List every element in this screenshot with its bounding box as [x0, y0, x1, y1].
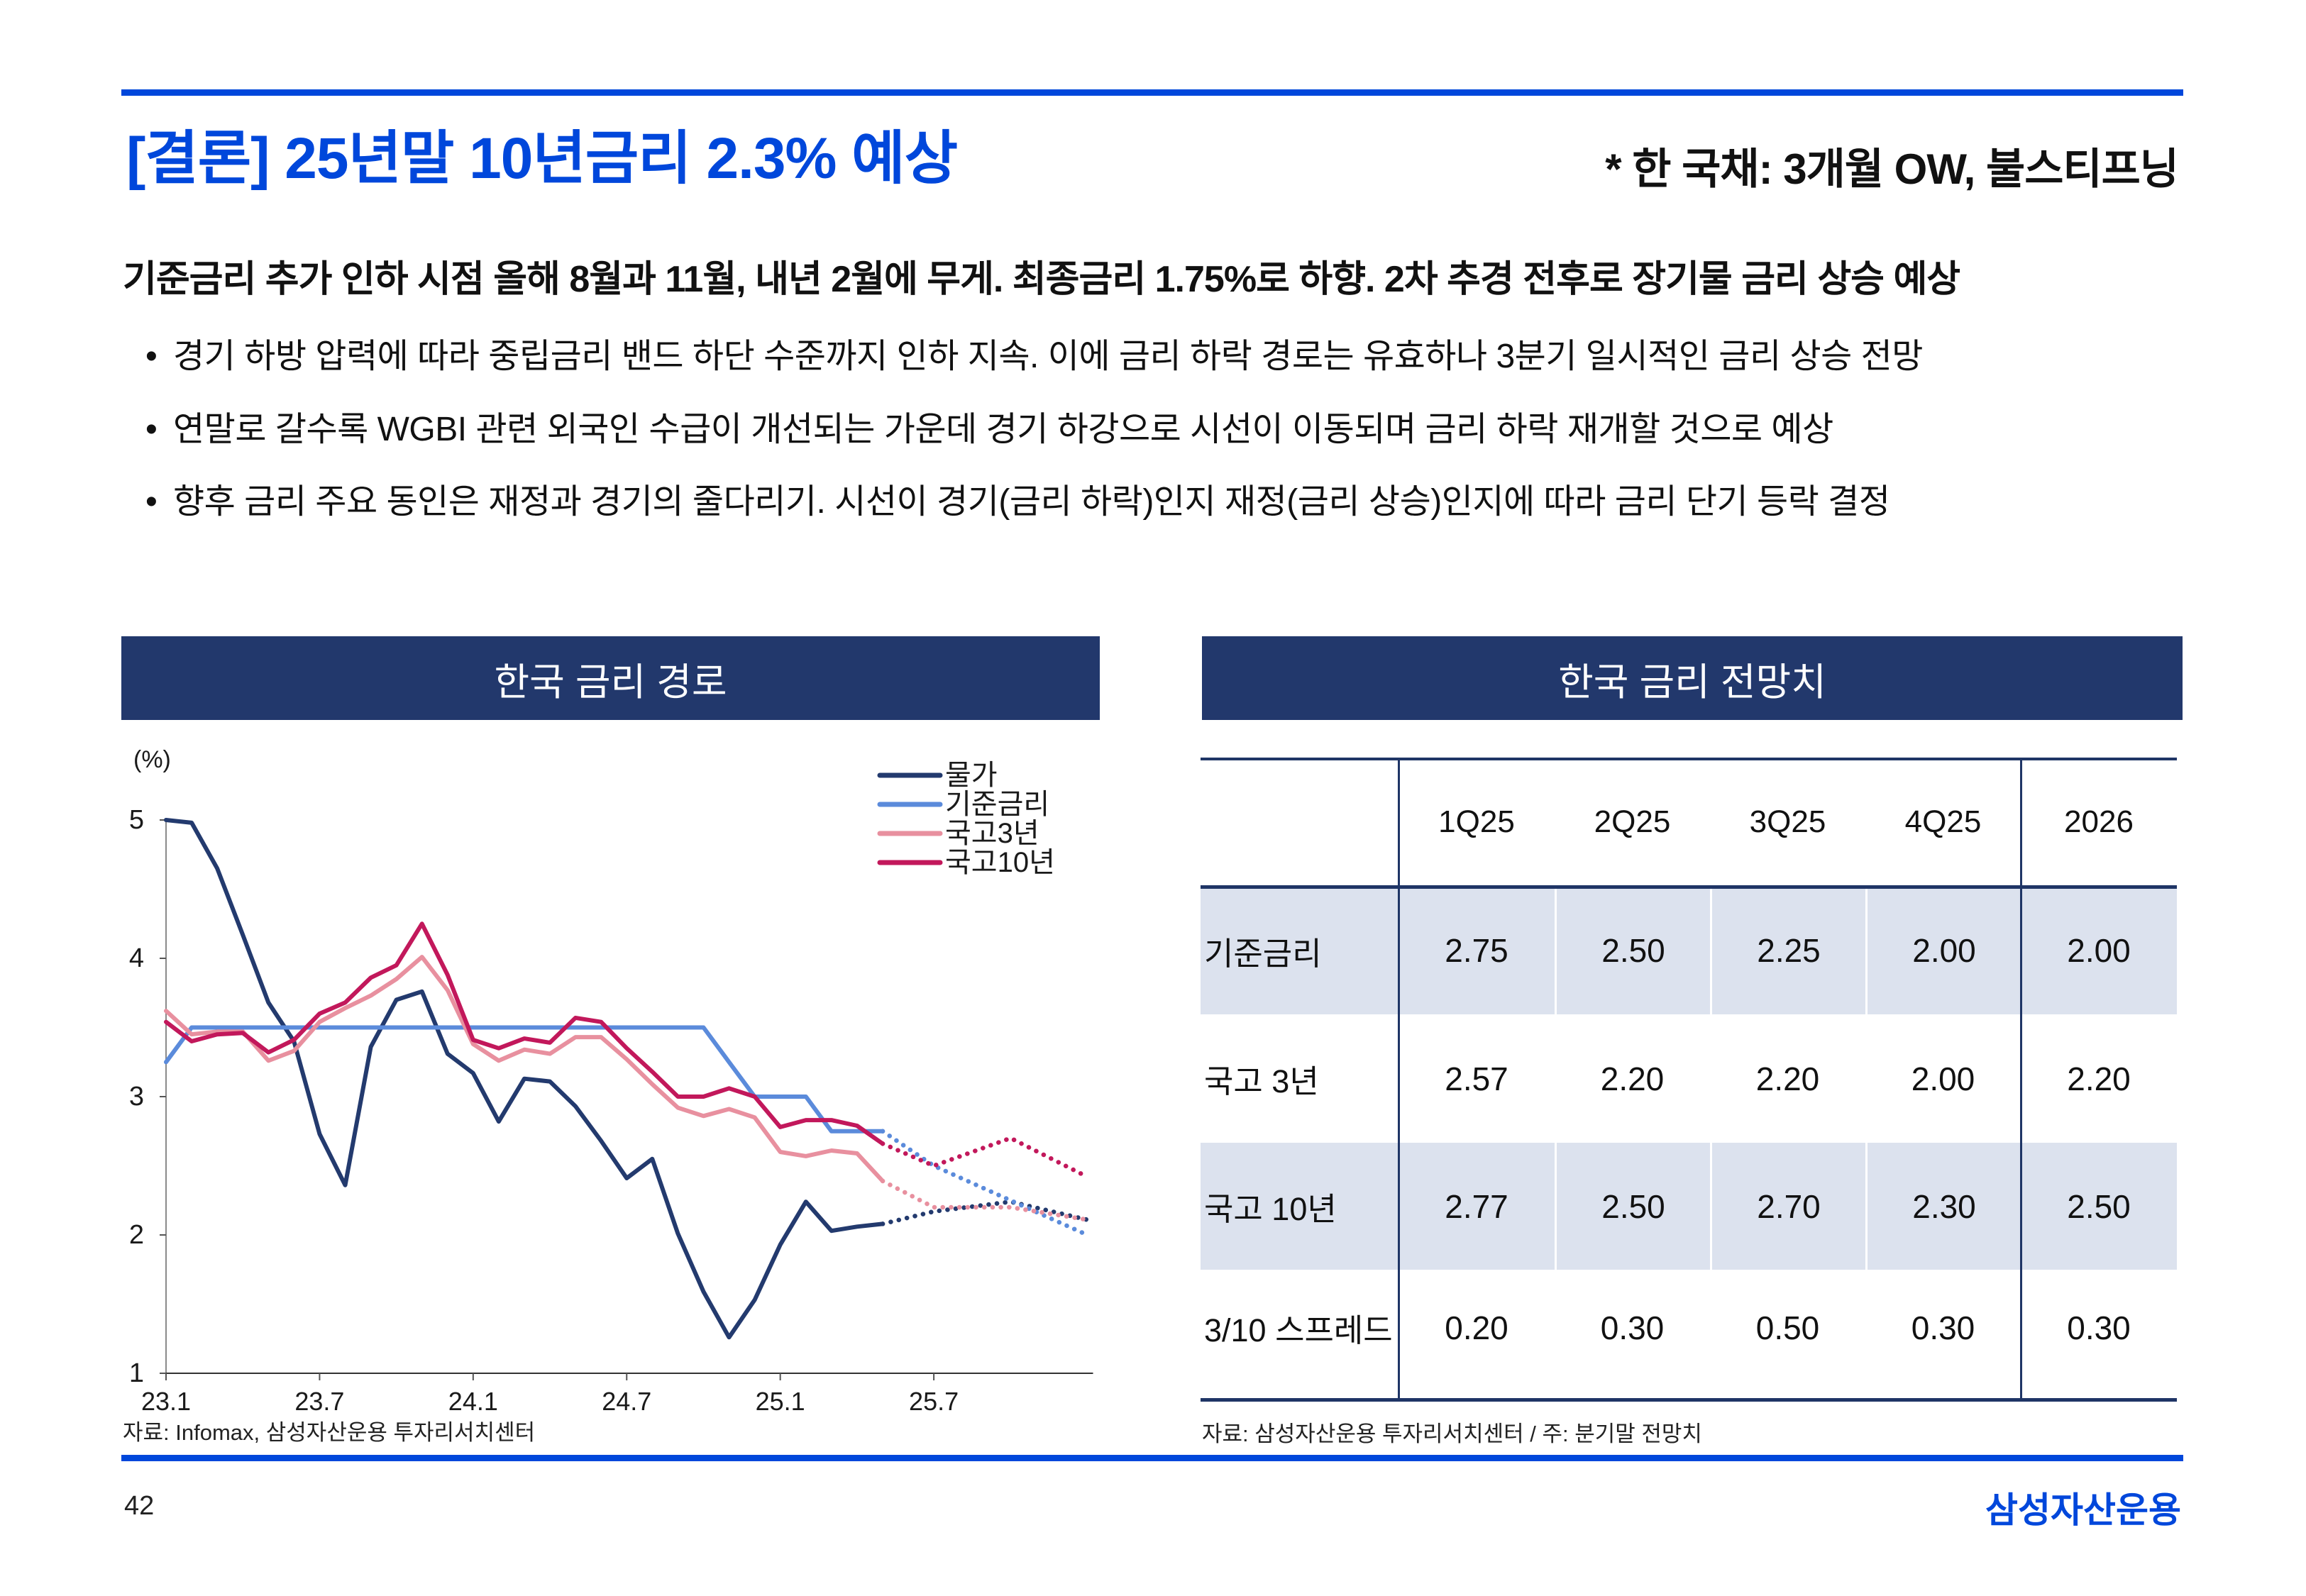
table-header-4q25: 4Q25	[1904, 804, 1982, 839]
table-cell: 2.70	[1710, 1143, 1865, 1270]
bullet-text: 연말로 갈수록 WGBI 관련 외국인 수급이 개선되는 가운데 경기 하강으로…	[173, 411, 1833, 448]
table-cell: 2.50	[1555, 1143, 1710, 1270]
table-cell: 2.57	[1445, 1060, 1508, 1097]
x-tick-label: 25.7	[909, 1387, 959, 1416]
table-header-2q25: 2Q25	[1594, 804, 1671, 839]
table-cell: 2.77	[1399, 1143, 1555, 1270]
page-number: 42	[124, 1491, 155, 1521]
table-cell: 2.00	[1865, 887, 2021, 1014]
table-cell: 2.25	[1710, 887, 1865, 1014]
table-cell: 2.20	[1755, 1060, 1820, 1097]
series-line-cpi	[164, 818, 885, 1340]
bottom-rule	[121, 1455, 2183, 1461]
chart-panel-title: 한국 금리 경로	[494, 660, 727, 704]
table-cell: 0.20	[1445, 1309, 1508, 1346]
table-header-2026: 2026	[2064, 804, 2134, 839]
table-cell: 0.50	[1755, 1309, 1820, 1346]
bullet-item: • 향후 금리 주요 동인은 재정과 경기의 줄다리기. 시선이 경기(금리 하…	[145, 480, 1890, 525]
summary-headline: 기준금리 추가 인하 시점 올해 8월과 11월, 내년 2월에 무게. 최종금…	[123, 259, 1960, 300]
y-tick-label: 3	[129, 1082, 144, 1112]
y-tick-label: 1	[129, 1358, 144, 1388]
table-row-label: 기준금리	[1201, 887, 1399, 1014]
forecast-line-ktb-10y	[880, 1135, 1090, 1180]
bullet-item: • 연말로 갈수록 WGBI 관련 외국인 수급이 개선되는 가운데 경기 하강…	[145, 407, 1833, 453]
y-tick-label: 5	[129, 805, 144, 835]
forecast-table: 1Q25 2Q25 3Q25 4Q25 2026 기준금리 2.75 2.50 …	[1201, 758, 2177, 1402]
x-tick-label: 24.1	[448, 1387, 498, 1416]
x-tick-label: 23.1	[141, 1387, 191, 1416]
legend-item-ktb-10y: 국고10년	[877, 847, 1055, 878]
table-cell: 0.30	[1911, 1309, 1975, 1346]
brand-logo: 삼성자산운용	[1985, 1490, 2181, 1530]
page-title: [결론] 25년말 10년금리 2.3% 예상	[126, 126, 958, 191]
table-header-1q25: 1Q25	[1438, 804, 1515, 839]
table-header-corner	[1201, 758, 1399, 887]
table-cell: 2.20	[1600, 1060, 1665, 1097]
table-cell: 2.20	[2067, 1060, 2131, 1097]
y-tick-label: 2	[129, 1220, 144, 1250]
table-header-3q25: 3Q25	[1749, 804, 1826, 839]
view-tagline: * 한 국채: 3개월 OW, 불스티프닝	[1605, 145, 2179, 193]
x-tick-label: 24.7	[602, 1387, 651, 1416]
bullet-icon: •	[145, 483, 158, 521]
chart-source-note: 자료: Infomax, 삼성자산운용 투자리서치센터	[123, 1420, 536, 1445]
table-cell: 2.00	[2021, 887, 2177, 1014]
series-line-ktb-3y	[164, 955, 885, 1183]
table-source-note: 자료: 삼성자산운용 투자리서치센터 / 주: 분기말 전망치	[1202, 1422, 1702, 1446]
x-tick-label: 25.1	[756, 1387, 805, 1416]
series-line-base-rate	[164, 1025, 885, 1134]
legend-label: 기준금리	[945, 789, 1049, 820]
legend-item-cpi: 물가	[877, 760, 998, 791]
table-top-rule	[1201, 758, 2177, 760]
legend-item-base-rate: 기준금리	[877, 789, 1049, 820]
table-panel-header: 한국 금리 전망치	[1202, 636, 2183, 720]
table-cell: 2.30	[1865, 1143, 2021, 1270]
legend-label: 물가	[945, 760, 998, 791]
forecast-line-cpi	[880, 1199, 1090, 1226]
table-header-rule	[1201, 885, 2177, 889]
x-tick-label: 23.7	[294, 1387, 344, 1416]
table-cell: 2.00	[1911, 1060, 1975, 1097]
series-line-ktb-10y	[164, 921, 885, 1146]
legend-label: 국고10년	[945, 847, 1055, 878]
legend-item-ktb-3y: 국고3년	[877, 818, 1039, 849]
forecast-line-base-rate	[880, 1129, 1090, 1238]
table-row-label: 국고 3년	[1204, 1063, 1319, 1099]
table-row-label: 3/10 스프레드	[1204, 1312, 1393, 1348]
bullet-text: 경기 하방 압력에 따라 중립금리 밴드 하단 수준까지 인하 지속. 이에 금…	[173, 338, 1923, 375]
forecast-line-ktb-3y	[880, 1178, 1090, 1222]
table-cell: 0.30	[1600, 1309, 1665, 1346]
table-label-divider	[1398, 758, 1400, 1400]
chart-panel-header: 한국 금리 경로	[121, 636, 1100, 720]
top-rule	[121, 89, 2183, 96]
bullet-icon: •	[145, 411, 158, 448]
table-cell: 2.75	[1399, 887, 1555, 1014]
bullet-text: 향후 금리 주요 동인은 재정과 경기의 줄다리기. 시선이 경기(금리 하락)…	[173, 483, 1890, 521]
table-cell: 2.50	[2021, 1143, 2177, 1270]
table-cell: 2.50	[1555, 887, 1710, 1014]
table-row-label: 국고 10년	[1201, 1143, 1399, 1270]
y-axis-unit-label: (%)	[133, 746, 171, 773]
table-year-divider	[2020, 758, 2022, 1400]
table-panel-title: 한국 금리 전망치	[1558, 660, 1826, 704]
legend-label: 국고3년	[945, 818, 1039, 849]
bullet-icon: •	[145, 338, 158, 375]
y-tick-label: 4	[129, 943, 144, 973]
table-bottom-rule	[1201, 1398, 2177, 1402]
table-cell: 0.30	[2067, 1309, 2131, 1346]
bullet-item: • 경기 하방 압력에 따라 중립금리 밴드 하단 수준까지 인하 지속. 이에…	[145, 334, 1923, 379]
